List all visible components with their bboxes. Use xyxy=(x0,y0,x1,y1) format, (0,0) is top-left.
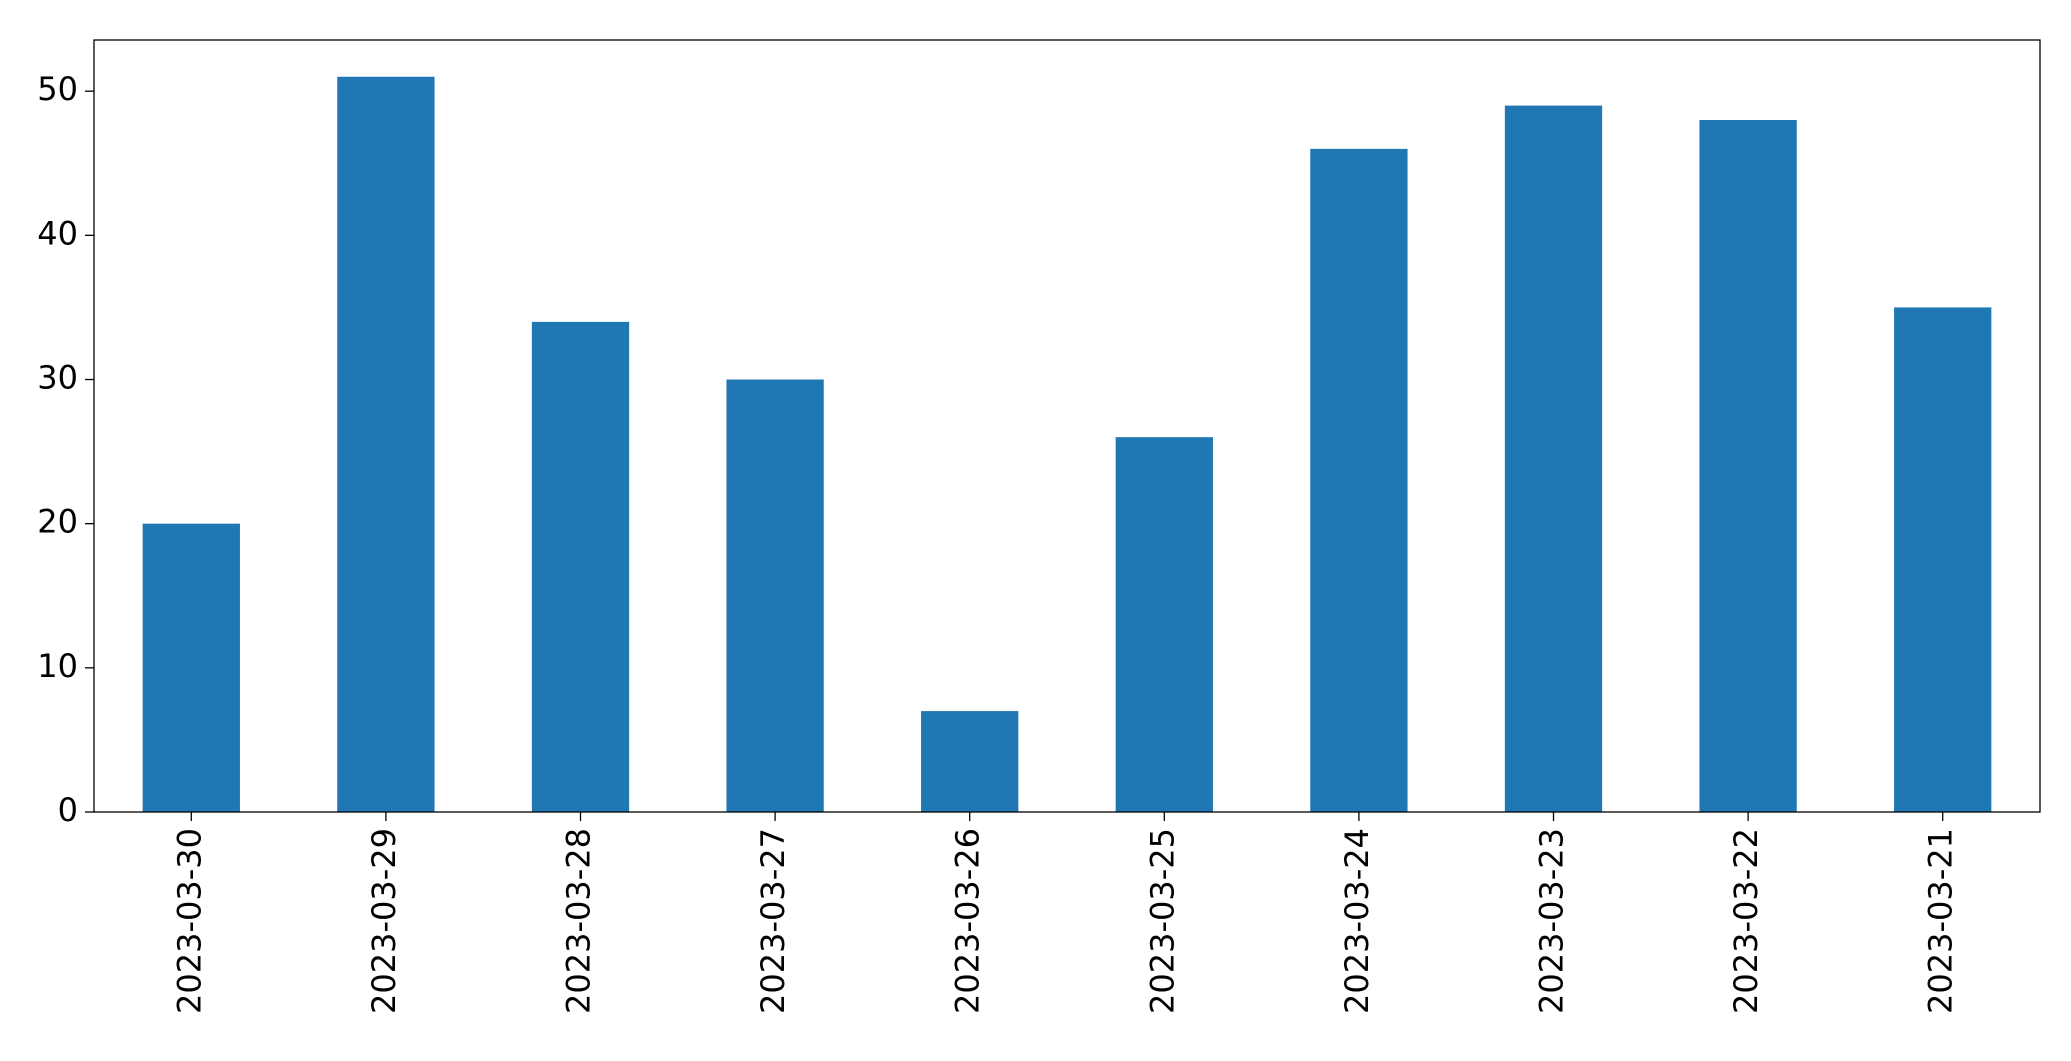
bar xyxy=(726,379,824,812)
x-tick-label: 2023-03-28 xyxy=(560,828,598,1014)
bar xyxy=(142,523,240,812)
y-tick-label: 10 xyxy=(37,647,78,685)
bar xyxy=(531,321,630,812)
x-tick-label: 2023-03-25 xyxy=(1143,828,1181,1014)
y-tick-label: 20 xyxy=(37,503,78,541)
y-tick-label: 0 xyxy=(58,791,78,829)
bar xyxy=(1504,105,1603,812)
y-tick-label: 30 xyxy=(37,359,78,397)
x-tick-label: 2023-03-21 xyxy=(1922,828,1960,1014)
x-tick-label: 2023-03-22 xyxy=(1727,828,1765,1014)
bar xyxy=(1894,307,1992,812)
x-tick-label: 2023-03-30 xyxy=(170,828,208,1014)
bar xyxy=(337,76,435,812)
bar xyxy=(921,711,1019,812)
x-tick-label: 2023-03-26 xyxy=(949,828,987,1014)
x-tick-label: 2023-03-27 xyxy=(754,828,792,1014)
bar xyxy=(1699,120,1797,812)
x-tick-label: 2023-03-23 xyxy=(1533,828,1571,1014)
x-tick-label: 2023-03-24 xyxy=(1338,828,1376,1014)
bar xyxy=(1310,148,1408,813)
x-tick-label: 2023-03-29 xyxy=(365,828,403,1014)
y-tick-label: 50 xyxy=(37,70,78,108)
plot-frame xyxy=(93,39,2041,813)
bar xyxy=(1115,437,1213,812)
y-tick-label: 40 xyxy=(37,214,78,252)
